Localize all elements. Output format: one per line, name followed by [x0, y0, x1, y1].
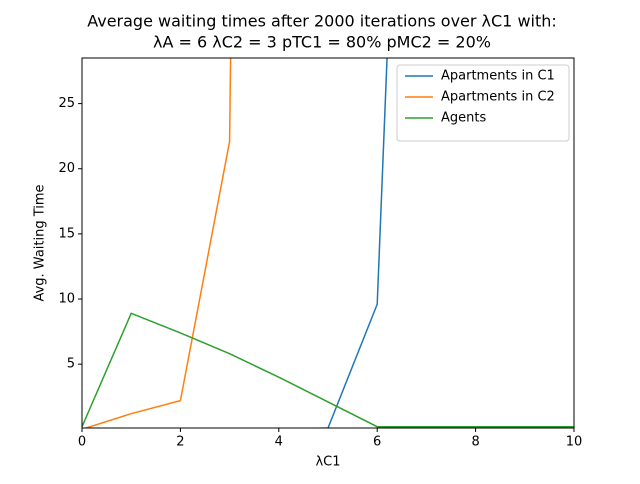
x-axis-label: λC1	[315, 455, 340, 470]
y-tick-label: 20	[58, 161, 75, 176]
y-axis-label: Avg. Waiting Time	[33, 184, 48, 301]
chart-title: Average waiting times after 2000 iterati…	[87, 12, 557, 31]
x-tick-label: 2	[176, 435, 184, 450]
x-tick-label: 8	[471, 435, 479, 450]
y-tick-label: 10	[58, 292, 75, 307]
legend-box	[396, 64, 570, 142]
x-tick-label: 4	[275, 435, 283, 450]
chart-title: λA = 6 λC2 = 3 pTC1 = 80% pMC2 = 20%	[153, 33, 491, 52]
x-tick-label: 6	[373, 435, 381, 450]
legend-label: Apartments in C1	[441, 69, 555, 84]
plot-lines	[82, 58, 574, 428]
legend-label: Apartments in C2	[441, 90, 555, 105]
y-tick-label: 25	[58, 96, 75, 111]
y-tick-label: 15	[58, 226, 75, 241]
y-tick-label: 5	[67, 357, 75, 372]
data-line	[82, 312, 574, 428]
legend-label: Agents	[441, 111, 486, 126]
axes-frame	[81, 57, 575, 429]
x-tick-label: 0	[78, 435, 86, 450]
data-line	[83, 58, 232, 428]
x-tick-label: 10	[566, 435, 583, 450]
